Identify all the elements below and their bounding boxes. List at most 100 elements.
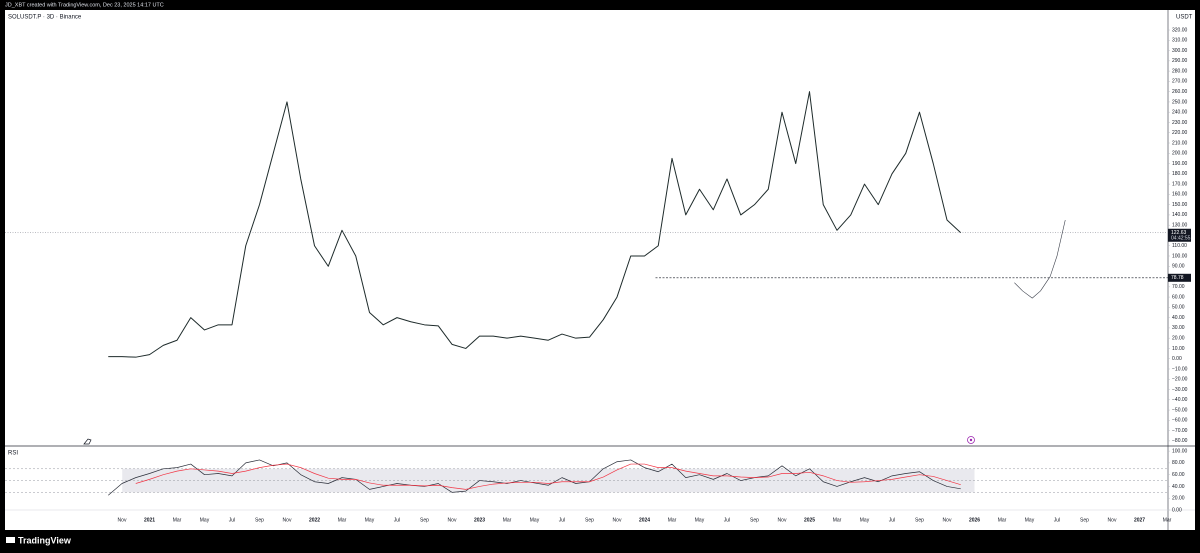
x-tick-label: Jul [394,517,400,523]
y-tick-label: −80.00 [1172,438,1188,444]
brand: TradingView [18,535,72,545]
y-tick-label: 170.00 [1172,181,1188,187]
x-tick-label: Nov [778,517,787,523]
y-tick-label: 270.00 [1172,79,1188,85]
plot [5,91,1168,496]
x-tick-label: May [1025,517,1035,523]
x-tick-label: Sep [420,517,429,523]
level-label: 78.78 [1171,275,1184,281]
y-tick-label: −60.00 [1172,418,1188,424]
y-tick-label: 10.00 [1172,346,1185,352]
x-tick-label: Sep [750,517,759,523]
x-tick-label: Nov [613,517,622,523]
y-tick-label: 310.00 [1172,38,1188,44]
time-axis: Nov 2021 Mar May Jul Sep Nov 2022 Mar May Jul Sep No… [118,517,1172,523]
y-tick-label: 190.00 [1172,161,1188,167]
x-tick-label: May [200,517,210,523]
x-tick-label: Nov [448,517,457,523]
x-tick-label: Nov [943,517,952,523]
x-tick-label: May [365,517,375,523]
x-tick-label: 2025 [804,517,815,523]
price-label: 122.63 [1171,230,1187,236]
x-tick-label: Mar [1163,517,1172,523]
x-tick-label: Jul [559,517,565,523]
y-tick-label: 150.00 [1172,202,1188,208]
rsi-line [135,463,961,490]
y-tick-label: 210.00 [1172,140,1188,146]
y-tick-label: 290.00 [1172,58,1188,64]
rsi-line [108,459,961,496]
logo-mark [6,537,15,543]
y-tick-label: 0.00 [1172,356,1182,362]
countdown-label: 04:42:55 [1171,236,1191,242]
y-tick-label: 220.00 [1172,130,1188,136]
y-tick-label: 140.00 [1172,212,1188,218]
x-tick-label: Sep [915,517,924,523]
y-tick-label: 70.00 [1172,284,1185,290]
x-tick-label: May [860,517,870,523]
x-tick-label: Jul [889,517,895,523]
y-tick-label: −30.00 [1172,387,1188,393]
x-tick-label: Nov [1108,517,1117,523]
x-tick-label: 2027 [1134,517,1145,523]
y-tick-label: 130.00 [1172,223,1188,229]
y-tick-label: 280.00 [1172,68,1188,74]
rsi-tick-label: 20.00 [1172,496,1185,502]
level-label-box [1168,273,1191,282]
x-tick-label: Sep [585,517,594,523]
rsi-band-fill [122,468,975,493]
x-tick-label: Mar [833,517,842,523]
y-tick-label: 250.00 [1172,99,1188,105]
price-label-box [1168,228,1191,242]
rsi-tick-label: 60.00 [1172,472,1185,478]
y-tick-label: −50.00 [1172,407,1188,413]
y-tick-label: 60.00 [1172,294,1185,300]
rsi-tick-label: 80.00 [1172,460,1185,466]
y-tick-label: 300.00 [1172,48,1188,54]
y-tick-label: 30.00 [1172,325,1185,331]
price-line [108,91,962,358]
rsi-tick-label: 40.00 [1172,484,1185,490]
y-tick-label: 180.00 [1172,171,1188,177]
y-tick-label: 40.00 [1172,315,1185,321]
x-tick-label: 2024 [639,517,650,523]
x-tick-label: Jul [1054,517,1060,523]
y-tick-label: 230.00 [1172,120,1188,126]
y-tick-label: −20.00 [1172,377,1188,383]
chart-title: SOLUSDT.P · 3D · Binance [8,15,82,21]
brand-logo[interactable]: TradingView [6,535,72,545]
x-tick-label: Sep [255,517,264,523]
y-tick-label: 50.00 [1172,305,1185,311]
x-tick-label: Nov [118,517,127,523]
x-tick-label: 2022 [309,517,320,523]
rsi-title: RSI [8,451,18,457]
x-tick-label: 2021 [144,517,155,523]
rsi-tick-label: 0.00 [1172,507,1182,513]
x-tick-label: Mar [503,517,512,523]
x-tick-label: Mar [173,517,182,523]
y-tick-label: 20.00 [1172,336,1185,342]
y-tick-label: −10.00 [1172,366,1188,372]
x-tick-label: 2026 [969,517,980,523]
y-tick-label: −40.00 [1172,397,1188,403]
x-tick-label: 2023 [474,517,485,523]
price-axis: 320.00 310.00 300.00 290.00 280.00 270.00 260.… [1168,27,1191,513]
y-tick-label: 110.00 [1172,243,1187,249]
unit-label: USDT [1176,15,1193,21]
x-tick-label: Nov [283,517,292,523]
drawing-icon[interactable] [83,438,92,445]
event-icon[interactable] [967,436,975,444]
x-tick-label: Mar [998,517,1007,523]
x-tick-label: Jul [724,517,730,523]
rsi-tick-label: 100.00 [1172,448,1188,454]
y-tick-label: 240.00 [1172,110,1188,116]
y-tick-label: 100.00 [1172,253,1188,259]
projection-drawing [1014,219,1066,299]
x-tick-label: Jul [229,517,235,523]
x-tick-label: Mar [338,517,347,523]
y-tick-label: 200.00 [1172,151,1188,157]
x-tick-label: Mar [668,517,677,523]
event-icon-dot [969,438,973,442]
